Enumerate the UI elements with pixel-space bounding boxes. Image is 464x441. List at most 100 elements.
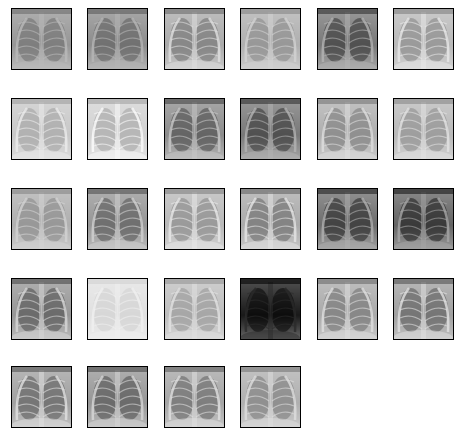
rib: [17, 111, 41, 118]
rib: [348, 323, 372, 330]
rib: [271, 315, 295, 322]
diaphragm: [240, 418, 300, 428]
rib: [323, 291, 347, 298]
rib: [42, 53, 66, 60]
lung-edge: [130, 107, 144, 153]
rib: [424, 323, 448, 330]
lung-edge: [130, 197, 144, 243]
rib: [42, 135, 66, 142]
rib: [17, 315, 41, 322]
rib: [424, 307, 448, 314]
lung-edge: [244, 375, 258, 421]
frame: [164, 278, 225, 340]
lung: [170, 108, 194, 152]
lung-edge: [207, 17, 221, 63]
image: [87, 8, 148, 70]
spine: [345, 192, 350, 250]
rib: [246, 403, 270, 410]
diaphragm: [11, 418, 71, 428]
image: [240, 8, 301, 70]
top-shadow: [87, 366, 148, 372]
lung-edge: [91, 197, 105, 243]
rib: [42, 395, 66, 402]
rib: [195, 323, 219, 330]
lung-edge: [436, 17, 450, 63]
rib: [42, 45, 66, 52]
lung-edge: [15, 107, 29, 153]
diaphragm: [87, 330, 147, 340]
lung: [42, 288, 66, 332]
rib: [42, 225, 66, 232]
lung-edge: [54, 197, 68, 243]
lung-edge: [244, 17, 258, 63]
diaphragm: [87, 60, 147, 70]
diaphragm: [317, 60, 377, 70]
rib: [399, 323, 423, 330]
rib: [271, 201, 295, 208]
rib: [42, 411, 66, 418]
rib: [17, 395, 41, 402]
rib: [399, 53, 423, 60]
lung: [195, 108, 219, 152]
spine: [345, 12, 350, 70]
lung: [42, 18, 66, 62]
rib: [348, 135, 372, 142]
frame: [240, 278, 301, 340]
image: [87, 366, 148, 428]
rib: [424, 45, 448, 52]
rib: [42, 143, 66, 150]
rib: [195, 53, 219, 60]
spine: [268, 370, 273, 428]
lung-edge: [168, 107, 182, 153]
rib: [399, 291, 423, 298]
feature-map: [317, 8, 378, 70]
image: [240, 98, 301, 160]
rib: [17, 307, 41, 314]
rib: [170, 233, 194, 240]
rib: [246, 111, 270, 118]
rib: [195, 291, 219, 298]
spine: [39, 370, 44, 428]
spine: [115, 12, 120, 70]
rib: [170, 37, 194, 44]
feature-map: [393, 188, 454, 250]
rib: [93, 21, 117, 28]
rib: [195, 201, 219, 208]
lung: [170, 376, 194, 420]
lung: [246, 288, 270, 332]
frame: [393, 8, 454, 70]
feature-map: [240, 188, 301, 250]
feature-map: [164, 98, 225, 160]
rib: [424, 21, 448, 28]
image: [317, 278, 378, 340]
lung-edge: [360, 197, 374, 243]
lung: [17, 18, 41, 62]
rib: [93, 307, 117, 314]
lung: [118, 198, 142, 242]
rib: [271, 307, 295, 314]
rib: [170, 111, 194, 118]
rib: [424, 111, 448, 118]
lung-edge: [207, 287, 221, 333]
feature-map: [87, 8, 148, 70]
frame: [240, 8, 301, 70]
rib: [118, 127, 142, 134]
rib: [271, 323, 295, 330]
rib: [246, 291, 270, 298]
rib: [195, 379, 219, 386]
lung-edge: [283, 107, 297, 153]
feature-map: [164, 188, 225, 250]
rib: [118, 143, 142, 150]
lung: [348, 18, 372, 62]
lung: [323, 198, 347, 242]
spine: [115, 192, 120, 250]
rib: [118, 395, 142, 402]
frame: [11, 8, 72, 70]
rib: [170, 291, 194, 298]
rib: [246, 307, 270, 314]
lung-edge: [244, 107, 258, 153]
rib: [17, 21, 41, 28]
rib: [271, 411, 295, 418]
rib: [118, 225, 142, 232]
rib: [271, 225, 295, 232]
